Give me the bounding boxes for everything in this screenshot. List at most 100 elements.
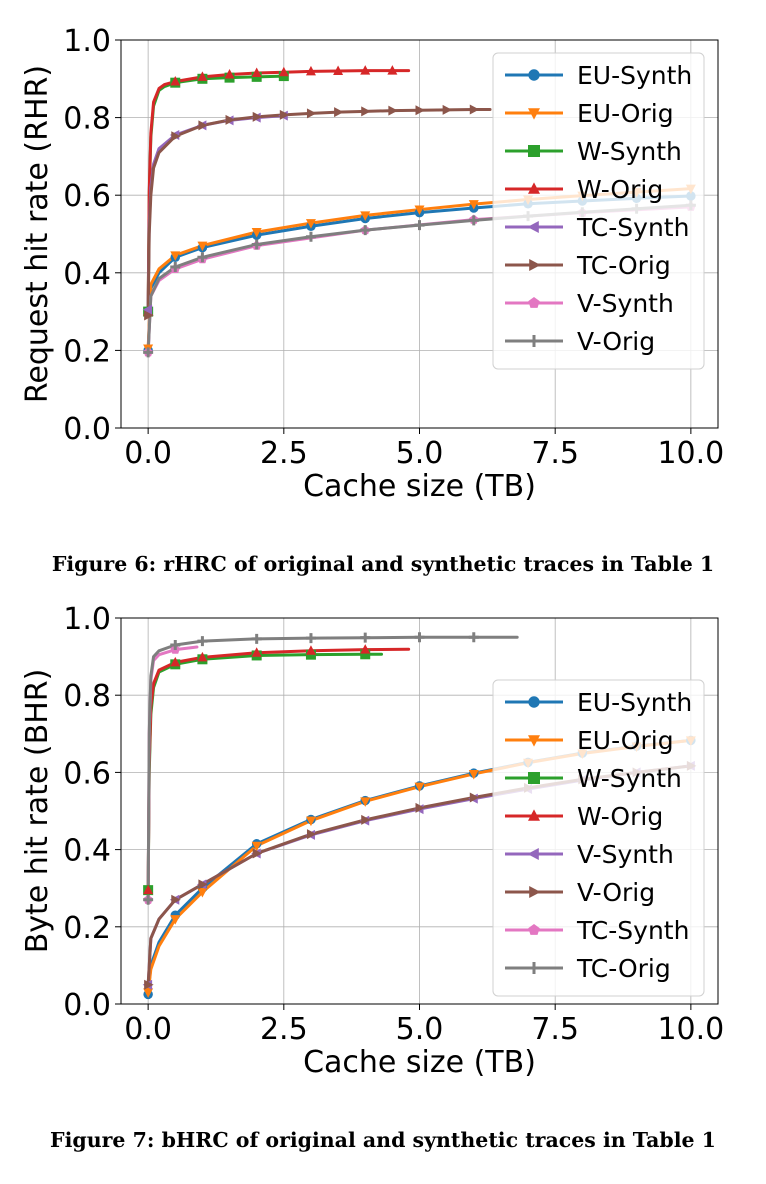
legend-item-v-synth: V-Synth	[505, 289, 674, 318]
data-point-v-orig	[170, 261, 181, 272]
data-point-v-orig	[198, 879, 208, 890]
legend-marker	[528, 69, 540, 81]
legend-marker	[528, 182, 540, 194]
y-tick-label: 0.6	[63, 756, 111, 791]
legend-marker	[528, 735, 540, 747]
data-point-eu-orig	[305, 816, 316, 827]
data-point-eu-orig	[305, 219, 316, 229]
y-axis-label: Request hit rate (RHR)	[20, 65, 55, 403]
data-point-tc-orig	[305, 633, 316, 644]
series-line-w-orig	[146, 647, 411, 892]
data-point-v-orig	[415, 802, 425, 813]
y-tick-label: 0.8	[63, 102, 111, 137]
x-tick-label: 7.5	[531, 436, 579, 471]
legend-item-eu-orig: EU-Orig	[505, 726, 674, 755]
data-point-tc-orig	[197, 636, 208, 647]
data-point-tc-orig	[442, 104, 453, 115]
data-point-w-orig	[224, 69, 235, 79]
x-tick-label: 2.5	[260, 436, 308, 471]
series-markers-tc-synth	[142, 110, 288, 315]
figure-caption: Figure 6: rHRC of original and synthetic…	[51, 552, 715, 576]
data-point-tc-orig	[251, 633, 262, 644]
data-point-w-orig	[278, 66, 289, 77]
legend-marker	[529, 886, 541, 898]
y-tick-label: 0.2	[63, 911, 111, 946]
data-point-v-orig	[144, 979, 154, 990]
data-point-tc-synth	[142, 304, 153, 315]
legend-label: EU-Orig	[577, 99, 674, 128]
data-point-w-orig	[305, 645, 316, 655]
legend-label: EU-Synth	[577, 61, 692, 90]
data-point-w-orig	[333, 65, 344, 76]
legend-label: TC-Synth	[576, 213, 689, 242]
y-tick-label: 0.2	[63, 334, 111, 369]
x-tick-label: 7.5	[531, 1012, 579, 1047]
legend-label: V-Orig	[577, 878, 655, 907]
legend-item-v-orig: V-Orig	[505, 327, 655, 356]
legend-label: W-Orig	[577, 802, 663, 831]
data-point-tc-orig	[306, 108, 317, 119]
x-axis-label: Cache size (TB)	[303, 469, 536, 504]
legend-item-w-orig: W-Orig	[505, 802, 663, 831]
data-point-v-orig	[305, 231, 316, 242]
y-tick-label: 0.6	[63, 179, 111, 214]
data-point-v-orig	[251, 239, 262, 250]
x-tick-label: 10.0	[657, 1012, 724, 1047]
data-point-eu-orig	[197, 241, 208, 252]
data-point-eu-orig	[468, 200, 479, 210]
data-point-v-orig	[197, 252, 208, 263]
legend-label: TC-Synth	[576, 916, 689, 945]
legend-marker	[528, 335, 540, 347]
data-point-v-orig	[468, 215, 479, 226]
data-point-eu-orig	[360, 797, 371, 807]
x-tick-label: 0.0	[124, 436, 172, 471]
data-point-tc-orig	[360, 632, 371, 643]
x-tick-label: 5.0	[396, 1012, 444, 1047]
data-point-w-orig	[197, 71, 208, 81]
legend-marker	[528, 924, 540, 935]
data-point-tc-orig	[198, 120, 208, 131]
data-point-eu-orig	[170, 915, 181, 925]
legend-item-w-synth: W-Synth	[505, 764, 682, 793]
data-point-w-orig	[360, 65, 371, 75]
data-point-eu-orig	[170, 251, 181, 261]
legend: EU-Synth EU-Orig W-Synth W-Orig TC-Synth TC-O…	[492, 52, 705, 370]
y-tick-label: 0.0	[63, 412, 111, 447]
legend-item-w-orig: W-Orig	[505, 175, 663, 204]
legend-marker	[528, 772, 540, 784]
data-point-tc-orig	[252, 111, 263, 122]
data-point-tc-orig	[225, 114, 236, 125]
legend-marker	[528, 145, 540, 157]
legend-item-eu-synth: EU-Synth	[505, 61, 692, 90]
data-point-tc-orig	[361, 106, 371, 117]
legend-box	[492, 52, 705, 370]
data-point-w-orig	[170, 656, 181, 667]
y-axis-label: Byte hit rate (BHR)	[20, 669, 55, 954]
data-point-tc-orig	[414, 632, 425, 643]
series-line-w-synth	[146, 74, 286, 314]
series-line-w-orig	[146, 69, 411, 314]
series-line-tc-orig	[146, 635, 519, 902]
legend-item-tc-synth: TC-Synth	[505, 213, 689, 242]
series-markers-w-orig	[143, 644, 371, 895]
legend-marker	[528, 696, 540, 708]
legend-item-v-orig: V-Orig	[505, 878, 655, 907]
legend-marker	[528, 809, 540, 821]
data-point-w-orig	[197, 651, 208, 662]
data-point-v-orig	[252, 848, 263, 859]
series-markers-tc-orig	[143, 632, 479, 905]
data-point-tc-orig	[170, 640, 181, 651]
legend-label: V-Synth	[577, 289, 674, 318]
data-point-v-orig	[143, 347, 154, 358]
series-markers-w-synth	[143, 71, 289, 317]
data-point-eu-orig	[414, 782, 425, 793]
legend-item-eu-orig: EU-Orig	[505, 99, 674, 128]
y-tick-label: 0.4	[63, 257, 111, 292]
y-tick-label: 0.0	[63, 988, 111, 1023]
legend-label: V-Synth	[577, 840, 674, 869]
x-tick-label: 0.0	[124, 1012, 172, 1047]
x-axis-label: Cache size (TB)	[303, 1045, 536, 1080]
data-point-tc-orig	[415, 105, 425, 116]
legend-item-tc-orig: TC-Orig	[505, 954, 671, 983]
y-tick-label: 0.4	[63, 834, 111, 869]
